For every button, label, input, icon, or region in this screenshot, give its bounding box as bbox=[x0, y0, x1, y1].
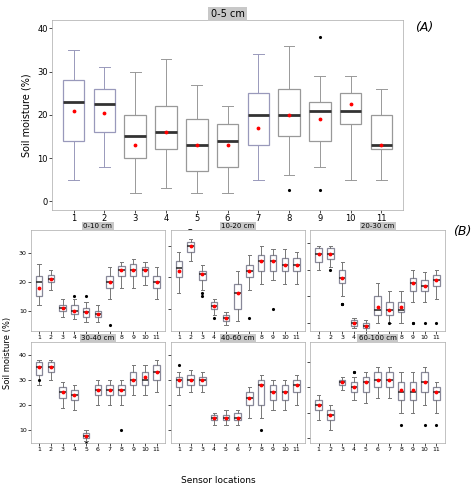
PathPatch shape bbox=[154, 365, 160, 380]
PathPatch shape bbox=[223, 415, 229, 420]
PathPatch shape bbox=[71, 305, 78, 314]
PathPatch shape bbox=[340, 93, 361, 124]
PathPatch shape bbox=[106, 276, 113, 288]
PathPatch shape bbox=[293, 380, 300, 392]
PathPatch shape bbox=[63, 81, 84, 141]
PathPatch shape bbox=[327, 248, 334, 259]
PathPatch shape bbox=[316, 400, 322, 410]
PathPatch shape bbox=[47, 275, 54, 282]
PathPatch shape bbox=[211, 302, 218, 309]
PathPatch shape bbox=[71, 390, 78, 400]
PathPatch shape bbox=[95, 311, 101, 317]
Title: 10-20 cm: 10-20 cm bbox=[221, 223, 255, 229]
PathPatch shape bbox=[36, 362, 42, 375]
PathPatch shape bbox=[83, 308, 90, 317]
PathPatch shape bbox=[176, 377, 182, 387]
Title: 60-100 cm: 60-100 cm bbox=[359, 335, 396, 341]
Title: 40-60 cm: 40-60 cm bbox=[221, 335, 255, 341]
Text: Soil moisture (%): Soil moisture (%) bbox=[3, 317, 11, 389]
Y-axis label: Soil moisture (%): Soil moisture (%) bbox=[22, 73, 32, 157]
PathPatch shape bbox=[327, 410, 334, 420]
PathPatch shape bbox=[398, 382, 404, 400]
PathPatch shape bbox=[94, 89, 115, 132]
PathPatch shape bbox=[155, 106, 177, 150]
PathPatch shape bbox=[176, 261, 182, 277]
Text: (B): (B) bbox=[453, 225, 471, 238]
PathPatch shape bbox=[211, 415, 218, 420]
PathPatch shape bbox=[421, 372, 428, 392]
PathPatch shape bbox=[433, 387, 439, 400]
PathPatch shape bbox=[363, 377, 369, 392]
PathPatch shape bbox=[398, 302, 404, 312]
PathPatch shape bbox=[316, 248, 322, 262]
PathPatch shape bbox=[351, 320, 357, 326]
PathPatch shape bbox=[258, 255, 264, 271]
X-axis label: Sensor locations: Sensor locations bbox=[187, 229, 268, 239]
PathPatch shape bbox=[258, 380, 264, 405]
PathPatch shape bbox=[270, 385, 276, 400]
PathPatch shape bbox=[95, 385, 101, 395]
PathPatch shape bbox=[199, 271, 206, 280]
Title: 0-10 cm: 0-10 cm bbox=[83, 223, 112, 229]
PathPatch shape bbox=[247, 93, 269, 145]
PathPatch shape bbox=[351, 382, 357, 392]
PathPatch shape bbox=[118, 385, 125, 395]
PathPatch shape bbox=[270, 255, 276, 271]
PathPatch shape bbox=[106, 385, 113, 395]
PathPatch shape bbox=[235, 284, 241, 309]
PathPatch shape bbox=[217, 124, 238, 167]
PathPatch shape bbox=[293, 258, 300, 271]
PathPatch shape bbox=[235, 412, 241, 420]
PathPatch shape bbox=[125, 115, 146, 158]
PathPatch shape bbox=[59, 387, 66, 398]
PathPatch shape bbox=[278, 89, 300, 136]
PathPatch shape bbox=[186, 119, 208, 171]
PathPatch shape bbox=[223, 315, 229, 322]
PathPatch shape bbox=[187, 375, 194, 385]
PathPatch shape bbox=[59, 305, 66, 311]
PathPatch shape bbox=[142, 372, 148, 385]
PathPatch shape bbox=[421, 281, 428, 291]
Title: 20-30 cm: 20-30 cm bbox=[361, 223, 394, 229]
PathPatch shape bbox=[410, 278, 416, 291]
PathPatch shape bbox=[130, 372, 137, 385]
PathPatch shape bbox=[187, 243, 194, 252]
PathPatch shape bbox=[154, 276, 160, 288]
Title: 30-40 cm: 30-40 cm bbox=[81, 335, 115, 341]
PathPatch shape bbox=[339, 270, 346, 283]
PathPatch shape bbox=[363, 323, 369, 329]
Text: Sensor locations: Sensor locations bbox=[181, 476, 255, 485]
PathPatch shape bbox=[130, 264, 137, 276]
PathPatch shape bbox=[386, 302, 392, 315]
PathPatch shape bbox=[142, 267, 148, 276]
PathPatch shape bbox=[374, 296, 381, 315]
Title: 0-5 cm: 0-5 cm bbox=[210, 9, 245, 19]
PathPatch shape bbox=[282, 258, 288, 271]
Text: (A): (A) bbox=[415, 21, 433, 34]
PathPatch shape bbox=[371, 115, 392, 150]
PathPatch shape bbox=[410, 382, 416, 400]
PathPatch shape bbox=[282, 385, 288, 400]
PathPatch shape bbox=[47, 362, 54, 372]
PathPatch shape bbox=[386, 372, 392, 387]
PathPatch shape bbox=[83, 433, 90, 438]
PathPatch shape bbox=[433, 275, 439, 286]
PathPatch shape bbox=[36, 276, 42, 296]
PathPatch shape bbox=[309, 102, 330, 141]
PathPatch shape bbox=[339, 380, 346, 385]
PathPatch shape bbox=[199, 377, 206, 385]
PathPatch shape bbox=[374, 372, 381, 387]
PathPatch shape bbox=[118, 266, 125, 276]
PathPatch shape bbox=[246, 392, 253, 405]
PathPatch shape bbox=[246, 264, 253, 277]
